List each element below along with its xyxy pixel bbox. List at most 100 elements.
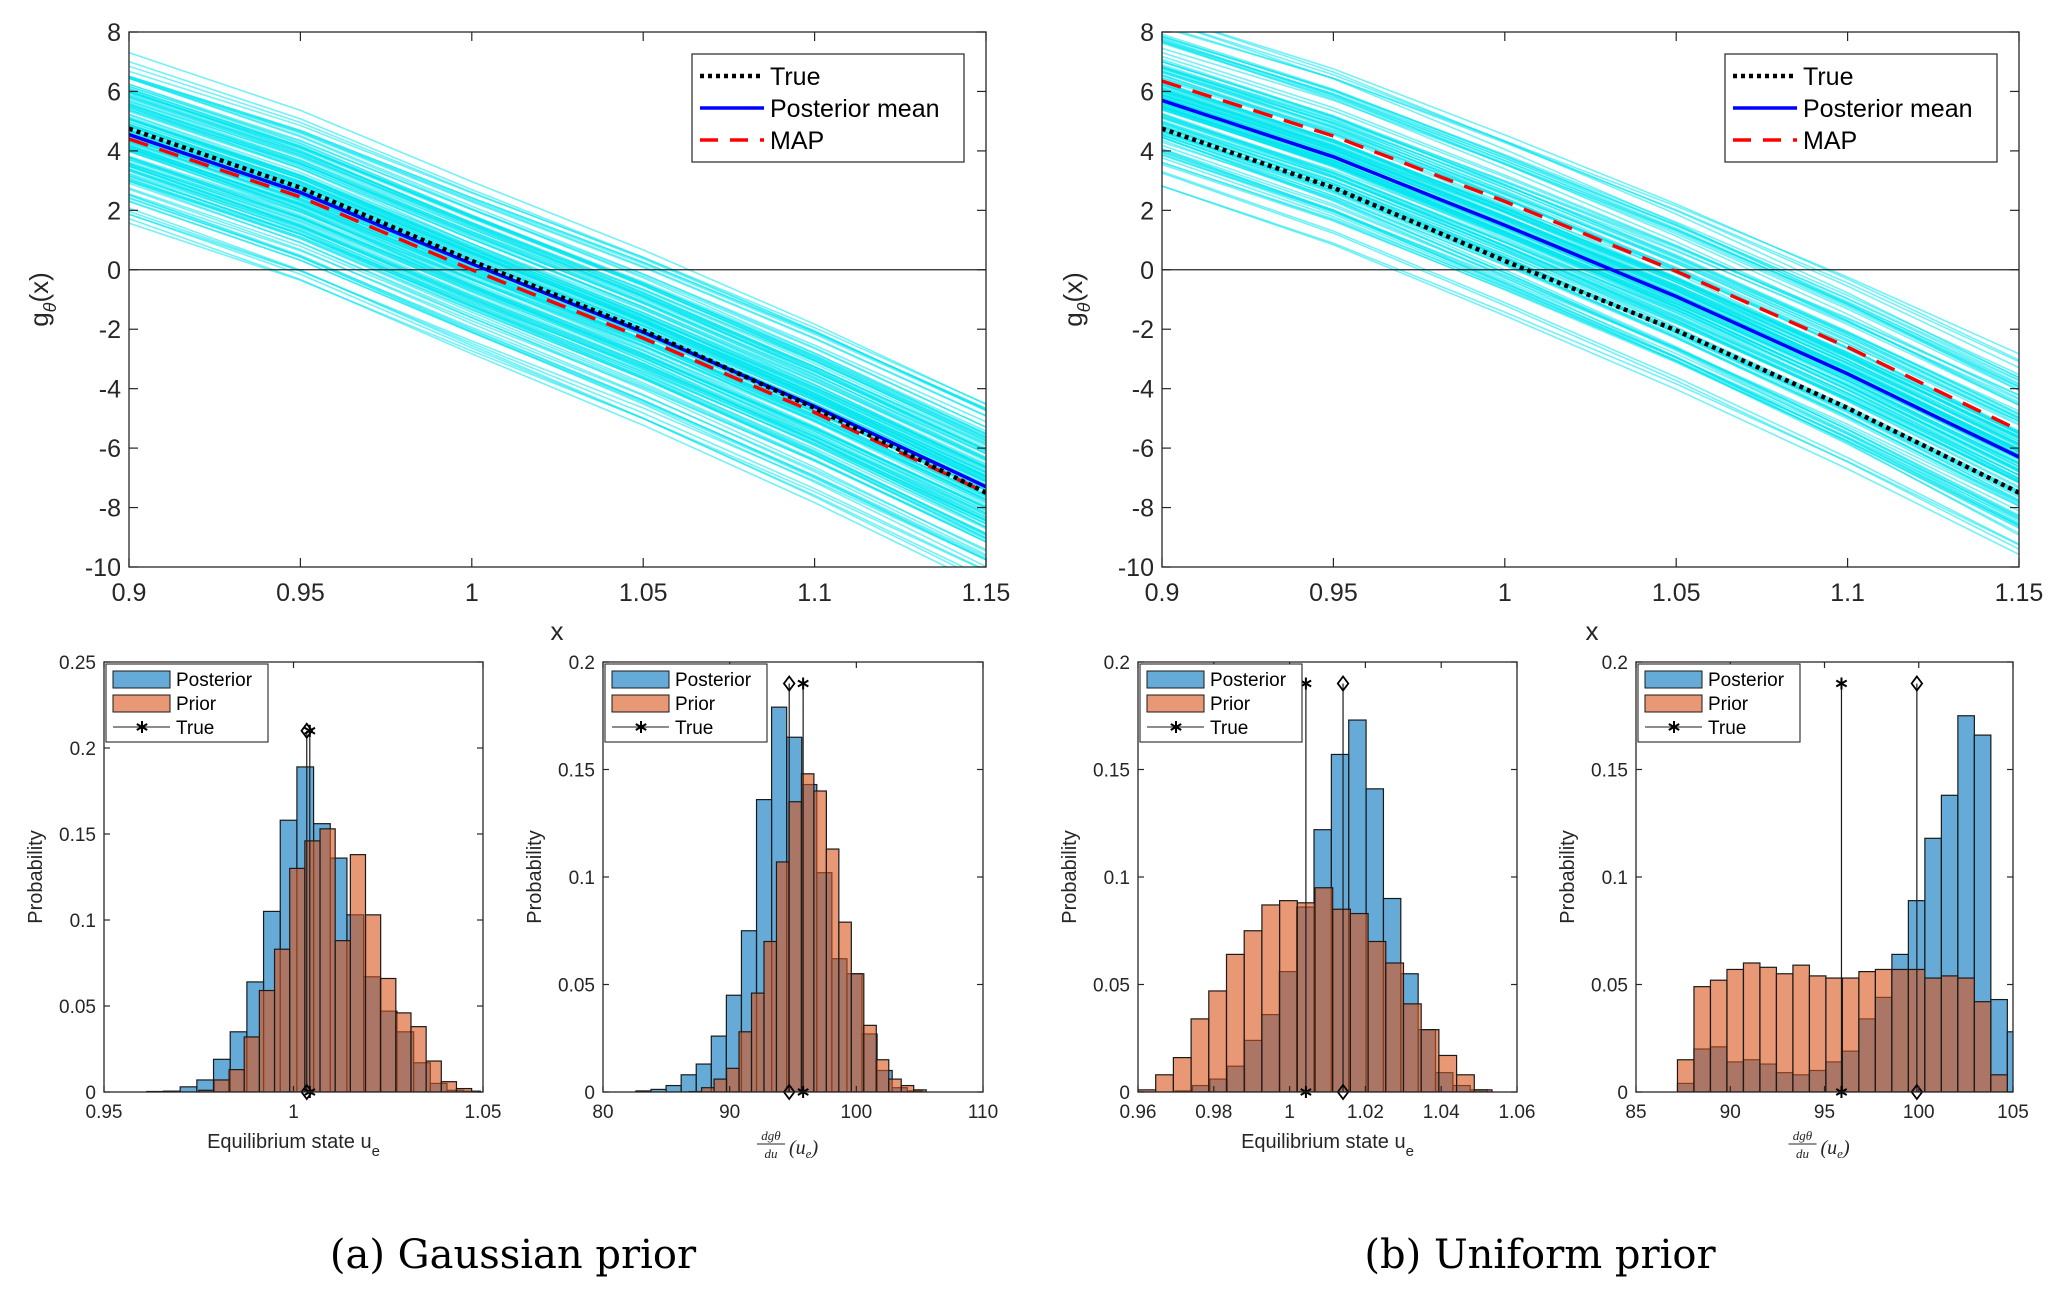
posterior-sample-line bbox=[1194, 32, 2019, 391]
marker-top-map bbox=[1336, 675, 1350, 692]
posterior-sample-line bbox=[129, 194, 986, 561]
histogram-bar-prior bbox=[1973, 1001, 1992, 1092]
legend: True Posterior mean MAP bbox=[1724, 53, 1998, 163]
axis-ticks: 0.9 0.95 1 1.05 1.1 1.15 -10 -8 -6 -4 -2 0 2 4 6 8 bbox=[85, 19, 1010, 607]
histogram-bar-prior bbox=[228, 1069, 245, 1092]
legend-label: Prior bbox=[176, 694, 217, 715]
asterisk-stroke bbox=[136, 723, 148, 731]
y-tick-label: -4 bbox=[99, 376, 121, 404]
histogram-bar-prior bbox=[713, 1078, 728, 1092]
legend: True Posterior mean MAP bbox=[691, 53, 965, 163]
posterior-sample-line bbox=[129, 88, 986, 437]
histogram-bar-prior bbox=[258, 989, 276, 1092]
posterior-sample-line bbox=[129, 51, 986, 406]
posterior-sample-line bbox=[1162, 89, 2019, 423]
y-tick-label: 0.15 bbox=[1093, 761, 1130, 782]
histogram-prior bbox=[1138, 887, 1493, 1092]
panel-b-histogram-equilibrium: 0.96 0.98 1 1.02 1.04 1.06 0 0.05 0.1 0.15 0.2 Equi… bbox=[1059, 653, 1535, 1160]
posterior-sample-line bbox=[1162, 172, 2019, 550]
histogram-bar-prior bbox=[1874, 968, 1893, 1092]
legend-swatch-posterior bbox=[112, 670, 171, 689]
x-tick-label: 1 bbox=[288, 1102, 299, 1123]
asterisk-stroke bbox=[304, 726, 316, 735]
x-axis-label: dgθ du (ue) bbox=[1788, 1128, 1850, 1161]
histogram-bar-prior bbox=[1742, 962, 1761, 1092]
y-tick-label: 0 bbox=[584, 1083, 595, 1104]
y-axis-label-text: Probability bbox=[1557, 830, 1579, 923]
x-tick-label: 100 bbox=[840, 1102, 872, 1123]
posterior-sample-line bbox=[129, 77, 986, 417]
x-tick-label: 0.95 bbox=[86, 1102, 123, 1123]
y-tick-label: 0 bbox=[85, 1083, 96, 1104]
argument: (ue) bbox=[1821, 1137, 1850, 1161]
y-tick-label: 0.05 bbox=[1591, 976, 1628, 997]
histogram-bar-prior bbox=[750, 992, 765, 1092]
axis-ticks: 85 90 95 100 105 0 0.05 0.1 0.15 0.2 bbox=[1591, 653, 2029, 1123]
x-tick-label: 0.95 bbox=[1309, 579, 1358, 607]
histogram-bar-prior bbox=[813, 790, 827, 1092]
x-tick-label: 105 bbox=[1997, 1102, 2029, 1123]
posterior-sample-line bbox=[1162, 42, 2019, 392]
legend-swatch-posterior bbox=[1644, 670, 1703, 689]
histogram-bar-prior bbox=[1402, 1003, 1422, 1092]
posterior-sample-line bbox=[129, 60, 986, 412]
y-axis-label: Probability bbox=[524, 830, 546, 923]
fraction-numerator: dgθ bbox=[761, 1128, 781, 1143]
marker-top-true bbox=[304, 724, 316, 737]
posterior-sample-line bbox=[1162, 95, 2019, 452]
histogram-bar-prior bbox=[738, 1031, 753, 1092]
legend-label: MAP bbox=[770, 127, 824, 155]
posterior-sample-line bbox=[129, 85, 986, 423]
legend-label: True bbox=[770, 63, 820, 91]
x-axis-label: x bbox=[1586, 616, 1599, 646]
posterior-sample-line bbox=[1162, 170, 2019, 545]
axis-ticks: 0.96 0.98 1 1.02 1.04 1.06 0 0.05 0.1 0.15 0.2 bbox=[1093, 653, 1535, 1123]
x-axis-label: dgθ du (ue) bbox=[757, 1128, 818, 1161]
histogram-bar-prior bbox=[410, 1026, 427, 1092]
legend-label: True bbox=[1803, 63, 1853, 91]
legend: Posterior Prior True bbox=[1139, 663, 1303, 743]
y-tick-label: 2 bbox=[1140, 197, 1154, 225]
histogram-bar-prior bbox=[1990, 1074, 2008, 1092]
x-tick-label: 1.05 bbox=[1652, 579, 1701, 607]
y-tick-label: 0.05 bbox=[1093, 976, 1130, 997]
histogram-bar-prior bbox=[289, 867, 306, 1092]
posterior-sample-line bbox=[1162, 65, 2019, 396]
y-tick-label: 0 bbox=[1119, 1083, 1130, 1104]
histogram-bar-prior bbox=[1332, 908, 1351, 1092]
legend: Posterior Prior True bbox=[1637, 663, 1801, 743]
posterior-sample-line bbox=[1162, 105, 2019, 477]
legend-label: True bbox=[675, 718, 713, 739]
histogram-bar-prior bbox=[349, 854, 367, 1092]
posterior-sample-line bbox=[1162, 126, 2019, 484]
marker-top-true bbox=[797, 677, 809, 690]
histogram-bar-prior bbox=[243, 1036, 260, 1092]
y-tick-label: 0 bbox=[1140, 257, 1154, 285]
posterior-sample-line bbox=[129, 167, 986, 536]
x-tick-label: 1.05 bbox=[465, 1102, 502, 1123]
legend-asterisk-icon bbox=[635, 721, 647, 733]
y-tick-label: 0.1 bbox=[569, 868, 595, 889]
histogram-bar-prior bbox=[1726, 968, 1745, 1092]
axes-box bbox=[1137, 661, 1518, 1093]
posterior-sample-line bbox=[129, 207, 959, 567]
histogram-bar-prior bbox=[455, 1087, 473, 1092]
y-tick-label: -10 bbox=[1118, 554, 1154, 582]
y-axis-label-text: Probability bbox=[1059, 830, 1081, 923]
plot-area bbox=[1162, 32, 2019, 556]
posterior-sample-line bbox=[129, 105, 986, 468]
legend-label: Posterior bbox=[1210, 670, 1287, 691]
y-axis-label-text: Probability bbox=[524, 830, 546, 923]
posterior-sample-line bbox=[129, 173, 986, 539]
histogram-bar-prior bbox=[1367, 940, 1387, 1092]
y-axis-label: Probability bbox=[1059, 830, 1081, 923]
x-tick-label: 1 bbox=[465, 579, 479, 607]
histogram-bar-prior bbox=[1349, 912, 1369, 1092]
legend-asterisk-icon bbox=[1668, 721, 1680, 733]
histogram-bar-prior bbox=[1693, 986, 1712, 1092]
x-tick-label: 90 bbox=[719, 1102, 740, 1123]
y-tick-label: 0.15 bbox=[59, 825, 96, 846]
y-tick-label: 0.05 bbox=[59, 997, 96, 1018]
histogram-bar-posterior bbox=[2006, 1031, 2013, 1092]
posterior-sample-line bbox=[1162, 93, 2019, 451]
